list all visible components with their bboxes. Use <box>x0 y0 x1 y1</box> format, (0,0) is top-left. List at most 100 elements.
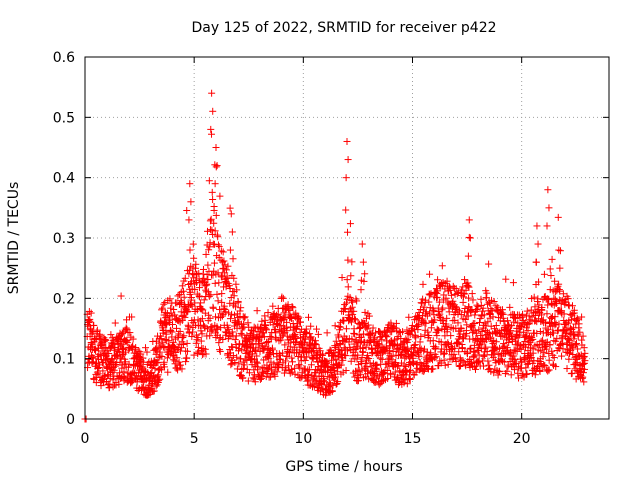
data-point <box>313 325 321 333</box>
data-point <box>432 353 440 361</box>
data-point <box>433 332 441 340</box>
data-point <box>509 279 517 287</box>
data-point <box>461 276 469 284</box>
data-point <box>404 336 412 344</box>
data-point <box>307 361 315 369</box>
data-point <box>558 333 566 341</box>
data-point <box>230 274 238 282</box>
data-point <box>445 308 453 316</box>
data-point <box>214 325 222 333</box>
data-point <box>262 325 270 333</box>
data-point <box>432 343 440 351</box>
data-point <box>209 304 217 312</box>
data-point <box>152 350 160 358</box>
y-tick-label: 0.2 <box>53 291 75 307</box>
data-point <box>178 344 186 352</box>
data-point <box>498 357 506 365</box>
data-point <box>275 337 283 345</box>
data-point <box>173 345 181 353</box>
data-point <box>445 287 453 295</box>
data-point <box>557 300 565 308</box>
data-point <box>313 354 321 362</box>
data-point <box>467 344 475 352</box>
data-point <box>581 349 589 357</box>
data-point <box>239 374 247 382</box>
data-point <box>447 291 455 299</box>
data-point <box>512 314 520 322</box>
data-point <box>126 329 134 337</box>
data-point <box>244 377 252 385</box>
data-point <box>485 329 493 337</box>
data-point <box>332 337 340 345</box>
data-point <box>433 293 441 301</box>
data-point <box>529 335 537 343</box>
data-point <box>537 337 545 345</box>
data-point <box>240 364 248 372</box>
data-point <box>350 307 358 315</box>
data-point <box>279 294 287 302</box>
data-point <box>510 352 518 360</box>
data-point <box>215 279 223 287</box>
data-point <box>129 368 137 376</box>
data-point <box>387 352 395 360</box>
data-point <box>170 352 178 360</box>
data-point <box>408 322 416 330</box>
data-point <box>343 276 351 284</box>
data-point <box>389 347 397 355</box>
data-point <box>197 299 205 307</box>
data-point <box>111 319 119 327</box>
data-point <box>442 294 450 302</box>
data-point <box>353 355 361 363</box>
data-point <box>152 382 160 390</box>
data-point <box>565 355 573 363</box>
data-point <box>276 321 284 329</box>
data-point <box>252 358 260 366</box>
data-point <box>162 330 170 338</box>
data-point <box>320 375 328 383</box>
data-point <box>427 290 435 298</box>
data-point <box>207 291 215 299</box>
data-point <box>309 383 317 391</box>
data-point <box>302 328 310 336</box>
data-point <box>86 315 94 323</box>
data-point <box>342 299 350 307</box>
data-point <box>123 339 131 347</box>
data-point <box>494 371 502 379</box>
data-point <box>502 347 510 355</box>
data-point <box>357 286 365 294</box>
data-point <box>181 274 189 282</box>
data-point <box>204 227 212 235</box>
y-axis-label: SRMTID / TECUs <box>6 182 22 295</box>
data-point <box>388 337 396 345</box>
data-point <box>490 325 498 333</box>
data-point <box>323 329 331 337</box>
data-point <box>554 213 562 221</box>
data-point <box>438 262 446 270</box>
data-point <box>117 331 125 339</box>
data-point <box>530 293 538 301</box>
y-tick-label: 0.1 <box>53 352 75 368</box>
data-point <box>84 359 92 367</box>
data-point <box>435 298 443 306</box>
data-point <box>387 371 395 379</box>
data-point <box>117 292 125 300</box>
data-point <box>544 301 552 309</box>
data-point <box>173 324 181 332</box>
data-point <box>216 192 224 200</box>
data-point <box>556 247 564 255</box>
data-point <box>483 289 491 297</box>
data-point <box>313 348 321 356</box>
data-point <box>178 282 186 290</box>
data-point <box>518 372 526 380</box>
data-point <box>178 365 186 373</box>
x-tick-label: 10 <box>294 431 312 447</box>
data-point <box>442 322 450 330</box>
data-point <box>446 286 454 294</box>
data-point <box>197 337 205 345</box>
data-point <box>366 359 374 367</box>
data-point <box>219 335 227 343</box>
data-point <box>572 339 580 347</box>
data-point <box>117 355 125 363</box>
data-point <box>419 280 427 288</box>
data-point <box>482 343 490 351</box>
